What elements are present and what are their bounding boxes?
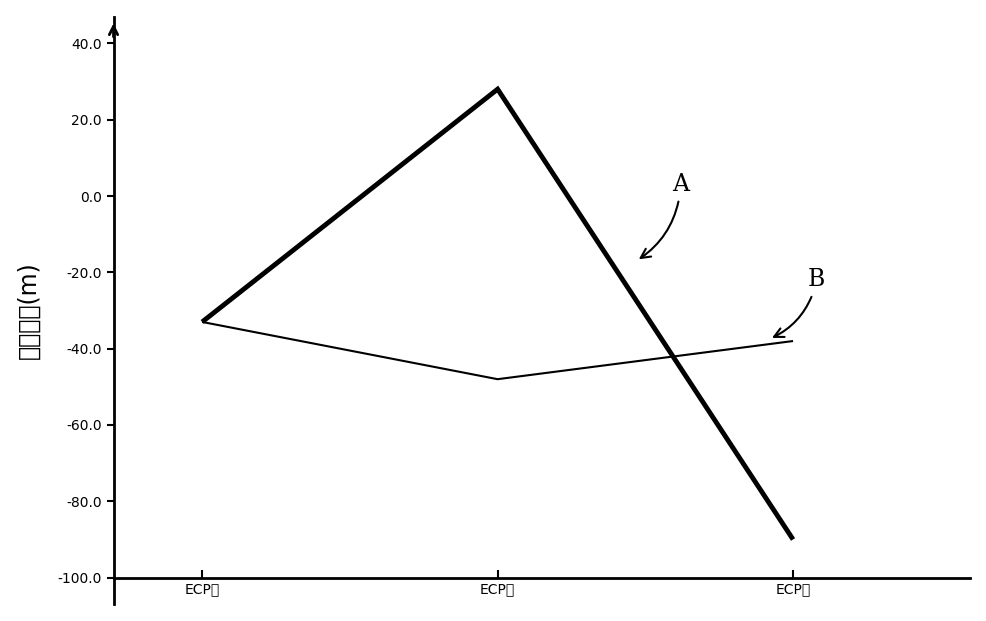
Text: B: B bbox=[773, 268, 824, 337]
Text: A: A bbox=[640, 173, 688, 258]
Y-axis label: 曲率半径(m): 曲率半径(m) bbox=[17, 261, 40, 360]
